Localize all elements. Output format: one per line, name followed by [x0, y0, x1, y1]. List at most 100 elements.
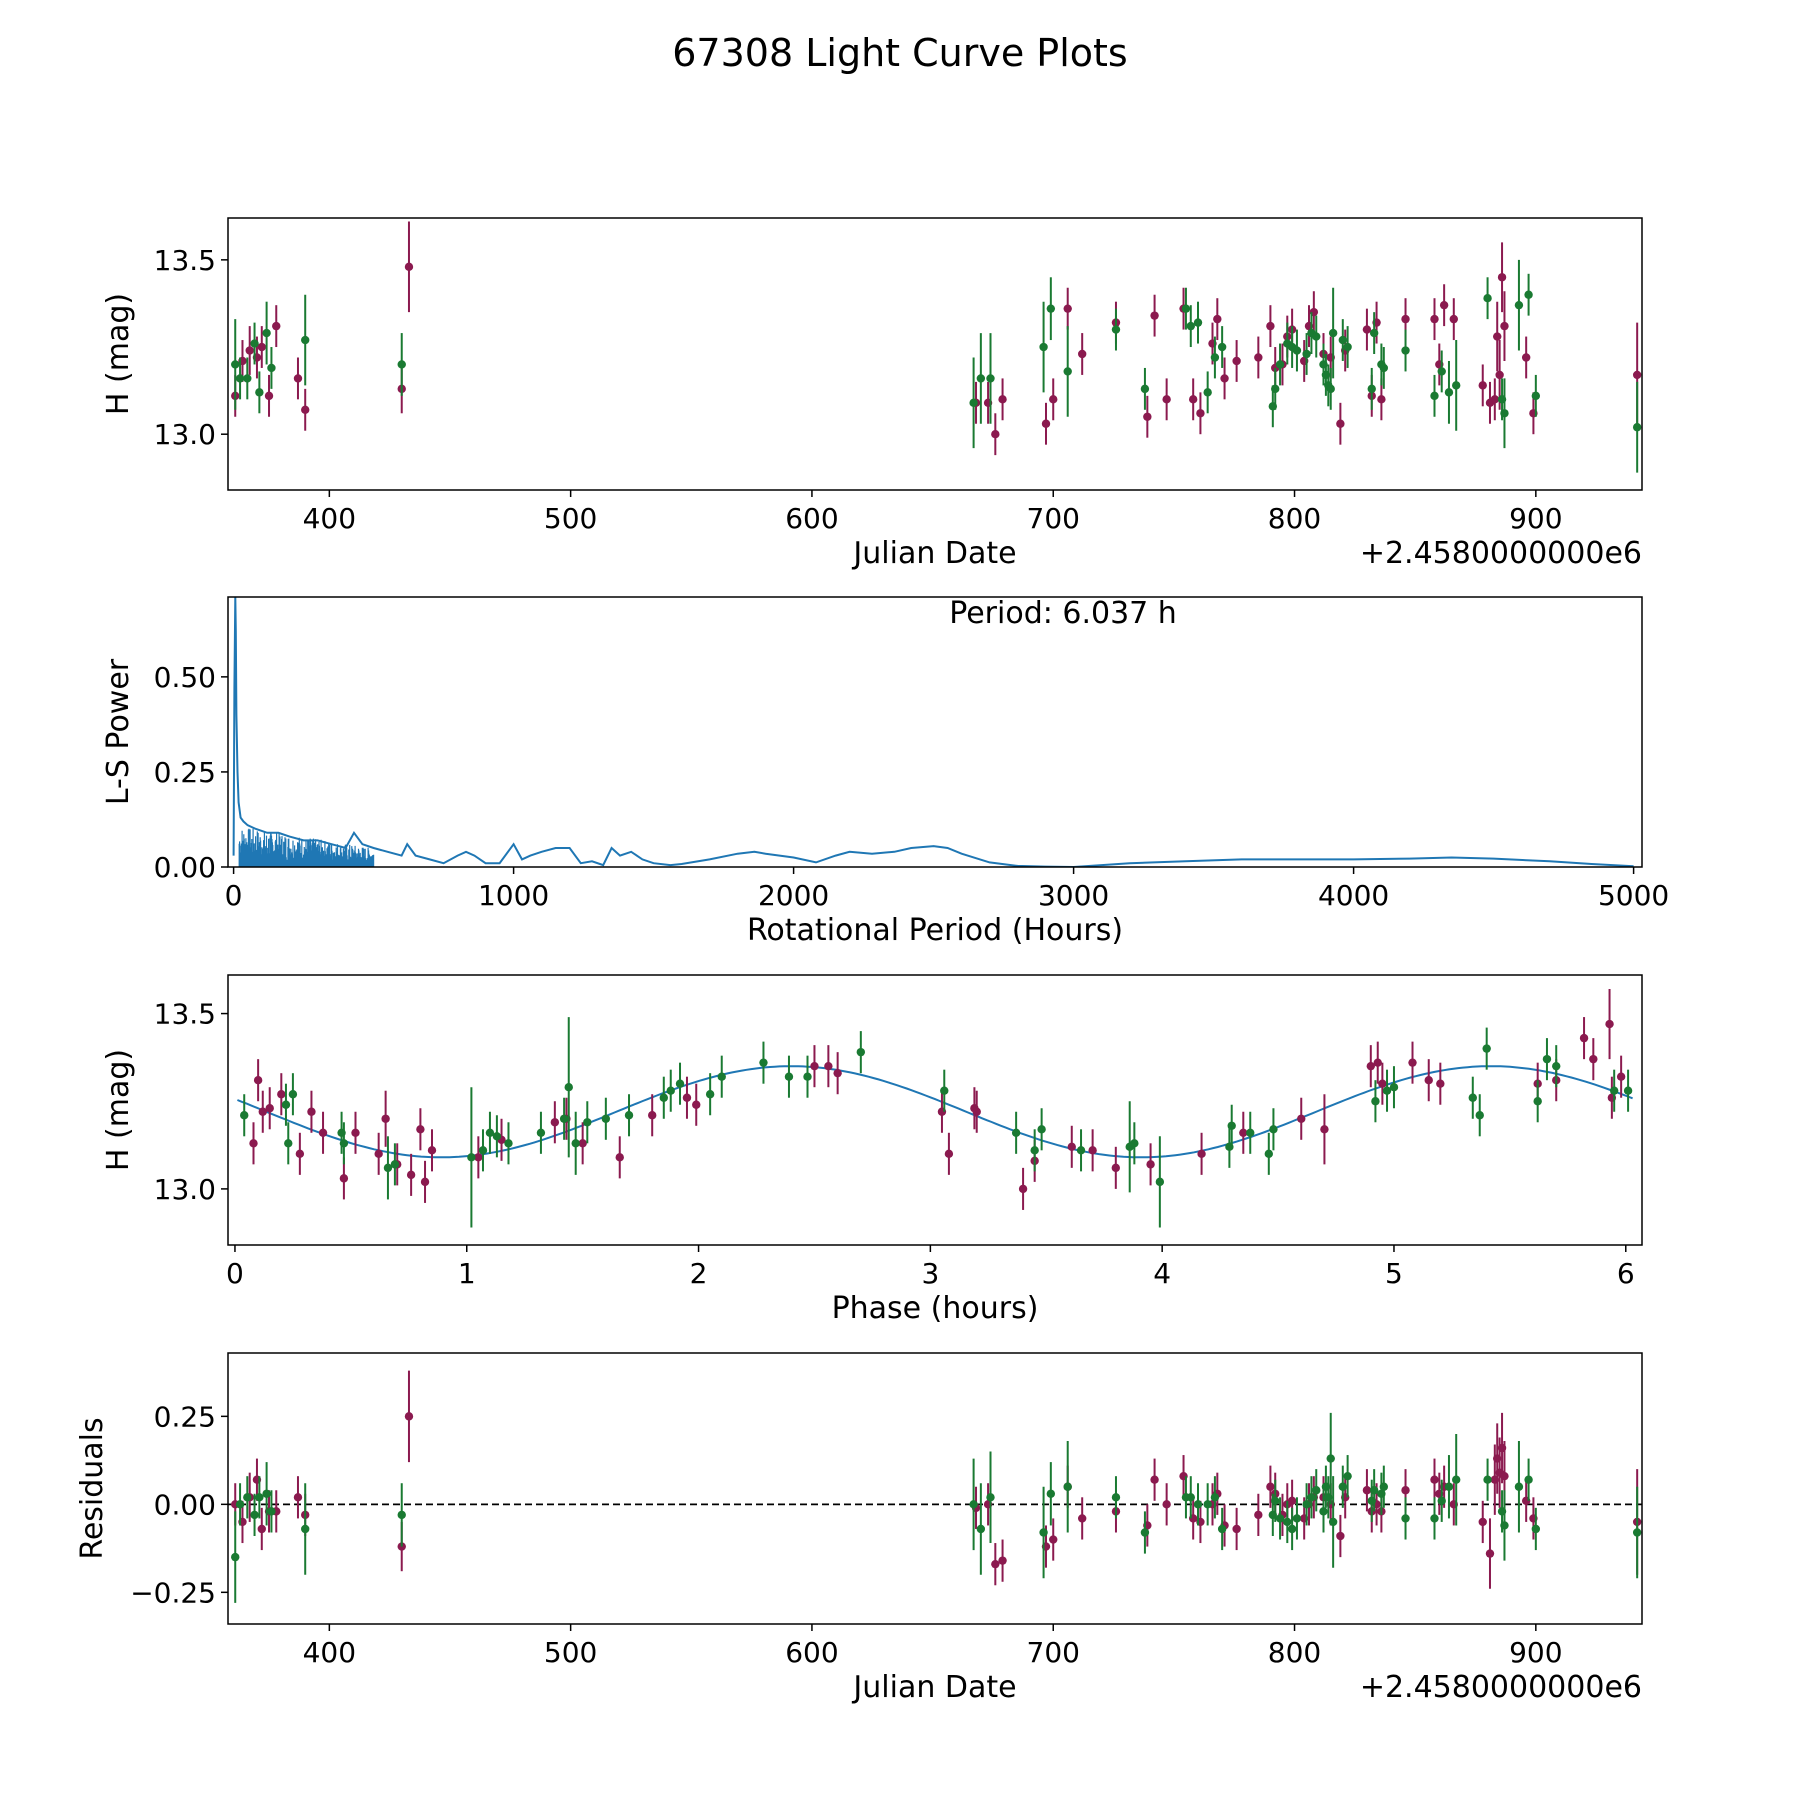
data-point — [301, 335, 310, 345]
x-tick-label: 500 — [544, 502, 597, 535]
x-tick-label: 800 — [1268, 1636, 1321, 1669]
y-tick-label: 13.5 — [154, 244, 216, 277]
data-point — [998, 395, 1007, 404]
data-point — [1186, 321, 1195, 331]
data-point — [288, 1090, 298, 1099]
data-point — [301, 1524, 310, 1534]
data-point — [705, 1090, 715, 1099]
data-point — [1275, 360, 1285, 369]
data-point — [255, 388, 264, 397]
data-point — [1130, 1139, 1139, 1148]
data-point — [1343, 342, 1352, 352]
data-point — [1343, 1471, 1352, 1481]
data-point — [717, 1072, 726, 1081]
data-point — [318, 1128, 328, 1137]
data-point — [478, 1146, 488, 1155]
data-point — [1500, 1471, 1509, 1481]
data-point — [1437, 367, 1446, 376]
data-point — [339, 1139, 349, 1148]
data-point — [1500, 321, 1509, 331]
data-point — [1452, 1475, 1461, 1484]
data-point — [784, 1072, 794, 1081]
data-point — [1239, 1128, 1248, 1137]
data-point — [1162, 1500, 1171, 1509]
x-tick-label: 700 — [1027, 502, 1080, 535]
series-magenta — [231, 1370, 1642, 1589]
data-point — [420, 1177, 430, 1187]
data-point — [810, 1061, 819, 1071]
x-tick-label: 0 — [226, 1257, 244, 1290]
data-point — [564, 1083, 573, 1092]
data-point — [295, 1149, 305, 1159]
data-point — [1389, 1083, 1399, 1092]
panel-phase-folded: 0 1 2 3 4 5 6 13.0 13.5 Phase (hours) H (mag) — [101, 974, 1643, 1326]
data-point — [1292, 346, 1302, 355]
data-point — [1030, 1146, 1039, 1155]
data-point — [1623, 1086, 1633, 1095]
data-point — [1232, 1524, 1241, 1534]
data-point — [1088, 1146, 1097, 1155]
data-point — [1287, 1524, 1297, 1534]
data-point — [1287, 1496, 1297, 1506]
plot-frame — [227, 974, 1643, 1246]
y-tick-label: 13.0 — [154, 1173, 216, 1206]
data-point — [1196, 409, 1205, 418]
x-tick-label: 6 — [1617, 1257, 1635, 1290]
data-point — [1514, 1482, 1524, 1491]
data-point — [1336, 419, 1345, 428]
data-point — [257, 342, 266, 352]
data-point — [1143, 412, 1152, 421]
data-point — [1111, 1493, 1121, 1502]
x-offset-label: +2.4580000000e6 — [1360, 1670, 1642, 1705]
data-point — [1542, 1054, 1552, 1064]
data-point — [559, 1114, 569, 1123]
data-point — [536, 1128, 546, 1137]
data-point — [235, 1500, 245, 1509]
data-point — [1049, 395, 1058, 404]
data-point — [1485, 1549, 1495, 1558]
data-point — [1632, 1528, 1642, 1537]
data-point — [390, 1160, 400, 1169]
data-point — [1018, 1184, 1028, 1194]
data-point — [1430, 1475, 1439, 1484]
y-tick-label: 0.25 — [154, 1400, 216, 1433]
data-point — [1336, 1531, 1345, 1541]
data-point — [1232, 356, 1241, 366]
data-point — [1495, 370, 1504, 380]
data-point — [1632, 370, 1642, 380]
data-point — [1046, 304, 1056, 313]
data-point — [1203, 1500, 1212, 1509]
data-point — [1146, 1160, 1155, 1169]
data-point — [601, 1114, 611, 1123]
x-axis-label: Rotational Period (Hours) — [747, 913, 1123, 948]
data-point — [856, 1047, 866, 1057]
data-point — [1328, 1517, 1338, 1527]
data-point — [1275, 1514, 1285, 1523]
data-point — [1366, 1061, 1375, 1071]
data-point — [1377, 395, 1386, 404]
data-point — [1067, 1142, 1076, 1152]
data-point — [1609, 1086, 1619, 1095]
data-point — [231, 360, 240, 369]
x-offset-label: +2.4580000000e6 — [1360, 536, 1642, 571]
data-point — [467, 1153, 476, 1162]
data-point — [976, 374, 986, 383]
data-point — [474, 1153, 483, 1162]
data-point — [1500, 409, 1509, 418]
y-tick-label: 0.50 — [154, 661, 216, 694]
data-point — [1297, 1114, 1306, 1123]
data-point — [1401, 1514, 1410, 1523]
x-tick-label: 5 — [1385, 1257, 1403, 1290]
data-point — [1408, 1058, 1417, 1067]
data-point — [1063, 367, 1072, 376]
x-tick-label: 400 — [303, 502, 356, 535]
series-green — [231, 1412, 1642, 1603]
data-point — [550, 1118, 560, 1127]
data-point — [1193, 1500, 1203, 1509]
data-point — [262, 1489, 271, 1498]
data-point — [1063, 304, 1072, 313]
panel-ls-periodogram: 0 1000 2000 3000 4000 5000 0.00 0.25 0.50 Rotatio… — [101, 596, 1669, 948]
plot-area — [228, 1370, 1642, 1603]
data-point — [624, 1111, 634, 1120]
